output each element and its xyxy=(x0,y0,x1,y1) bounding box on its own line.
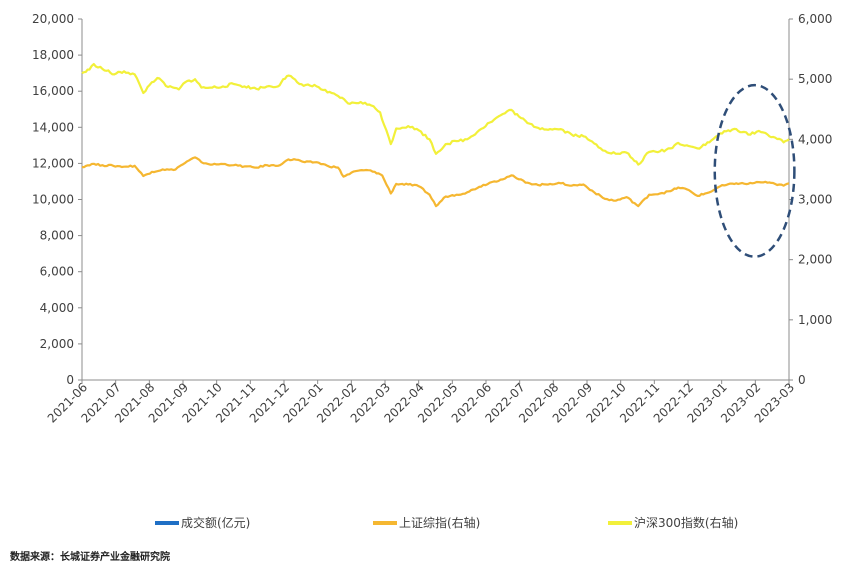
highlight-ellipse xyxy=(713,83,796,258)
right-tick-label: 1,000 xyxy=(798,313,832,327)
source-note: 数据来源：长城证券产业金融研究院 xyxy=(10,552,170,563)
right-tick-label: 4,000 xyxy=(798,132,832,146)
legend-item-turnover: 成交额(亿元) xyxy=(155,514,250,531)
right-tick-label: 3,000 xyxy=(798,193,832,207)
left-tick-label: 6,000 xyxy=(40,265,74,279)
left-tick-label: 0 xyxy=(66,373,74,387)
right-tick-label: 5,000 xyxy=(798,72,832,86)
left-tick-label: 8,000 xyxy=(40,229,74,243)
legend-label-turnover: 成交额(亿元) xyxy=(181,516,251,530)
series-line-sse xyxy=(81,156,790,208)
legend-item-sse: 上证综指(右轴) xyxy=(373,514,480,531)
left-tick-label: 20,000 xyxy=(32,12,74,26)
legend-swatch-csi300 xyxy=(608,520,632,525)
right-tick-label: 6,000 xyxy=(798,12,832,26)
left-tick-label: 2,000 xyxy=(40,337,74,351)
left-tick-label: 16,000 xyxy=(32,84,74,98)
chart: 0 2,000 4,000 6,000 8,000 10,000 12,000 14,000 1… xyxy=(32,12,832,426)
left-tick-label: 18,000 xyxy=(32,48,74,62)
left-tick-label: 10,000 xyxy=(32,193,74,207)
legend-swatch-turnover xyxy=(155,520,179,525)
right-tick-label: 2,000 xyxy=(798,253,832,267)
left-tick-label: 14,000 xyxy=(32,120,74,134)
left-tick-label: 4,000 xyxy=(40,301,74,315)
right-tick-label: 0 xyxy=(798,373,806,387)
series-line-csi300 xyxy=(81,62,790,166)
legend-label-csi300: 沪深300指数(右轴) xyxy=(634,516,739,530)
legend-item-csi300: 沪深300指数(右轴) xyxy=(608,514,738,531)
legend-swatch-sse xyxy=(373,520,397,525)
legend-label-sse: 上证综指(右轴) xyxy=(399,516,481,530)
left-tick-label: 12,000 xyxy=(32,156,74,170)
